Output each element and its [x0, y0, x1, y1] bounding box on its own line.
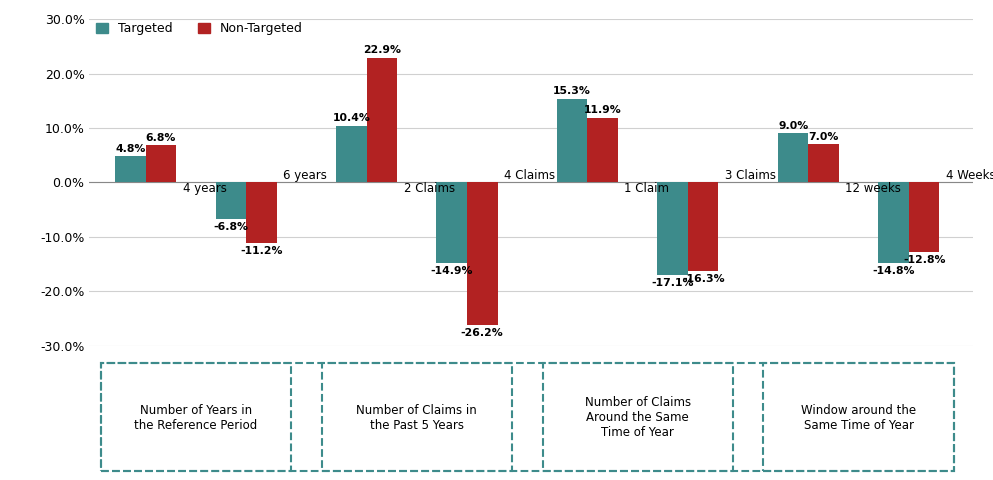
Bar — [764, 363, 954, 470]
Text: Number of Claims in
the Past 5 Years: Number of Claims in the Past 5 Years — [356, 404, 478, 432]
Bar — [588, 118, 618, 182]
Bar — [246, 182, 277, 243]
Bar — [909, 182, 939, 252]
Bar — [366, 58, 397, 182]
Bar — [808, 144, 839, 182]
Bar — [437, 182, 467, 264]
Bar — [100, 363, 291, 470]
Text: Number of Years in
the Reference Period: Number of Years in the Reference Period — [134, 404, 257, 432]
Bar — [542, 363, 733, 470]
Text: 11.9%: 11.9% — [584, 105, 622, 115]
Text: Number of Claims
Around the Same
Time of Year: Number of Claims Around the Same Time of… — [585, 396, 691, 439]
Bar — [215, 182, 246, 219]
Text: -14.9%: -14.9% — [431, 266, 473, 276]
Text: 6 years: 6 years — [283, 169, 327, 182]
Bar — [688, 182, 719, 271]
Bar — [467, 182, 497, 325]
Text: 6.8%: 6.8% — [146, 132, 176, 143]
Bar — [657, 182, 688, 276]
Bar — [778, 133, 808, 182]
Text: 22.9%: 22.9% — [362, 45, 401, 55]
Text: 1 Claim: 1 Claim — [625, 182, 669, 195]
Text: 4.8%: 4.8% — [115, 144, 146, 154]
Text: 7.0%: 7.0% — [808, 132, 839, 142]
Bar — [322, 363, 512, 470]
Text: 3 Claims: 3 Claims — [725, 169, 776, 182]
Text: 9.0%: 9.0% — [779, 120, 808, 131]
Bar — [557, 99, 588, 182]
Text: -26.2%: -26.2% — [461, 328, 503, 337]
Text: 10.4%: 10.4% — [333, 113, 370, 123]
Bar — [336, 126, 366, 182]
Text: -17.1%: -17.1% — [651, 278, 694, 288]
Text: -11.2%: -11.2% — [240, 246, 283, 256]
Text: Window around the
Same Time of Year: Window around the Same Time of Year — [801, 404, 917, 432]
Text: 2 Claims: 2 Claims — [403, 182, 455, 195]
Bar — [115, 156, 146, 182]
Text: -6.8%: -6.8% — [213, 222, 248, 232]
Bar — [146, 145, 176, 182]
Text: 4 Weeks: 4 Weeks — [945, 169, 993, 182]
Legend: Targeted, Non-Targeted: Targeted, Non-Targeted — [95, 22, 303, 35]
Text: 12 weeks: 12 weeks — [845, 182, 902, 195]
Bar — [879, 182, 909, 263]
Text: -12.8%: -12.8% — [903, 255, 945, 265]
Text: 15.3%: 15.3% — [553, 86, 591, 96]
Text: -14.8%: -14.8% — [873, 265, 915, 276]
Text: 4 years: 4 years — [183, 182, 226, 195]
Text: -16.3%: -16.3% — [682, 274, 725, 284]
Text: 4 Claims: 4 Claims — [503, 169, 555, 182]
